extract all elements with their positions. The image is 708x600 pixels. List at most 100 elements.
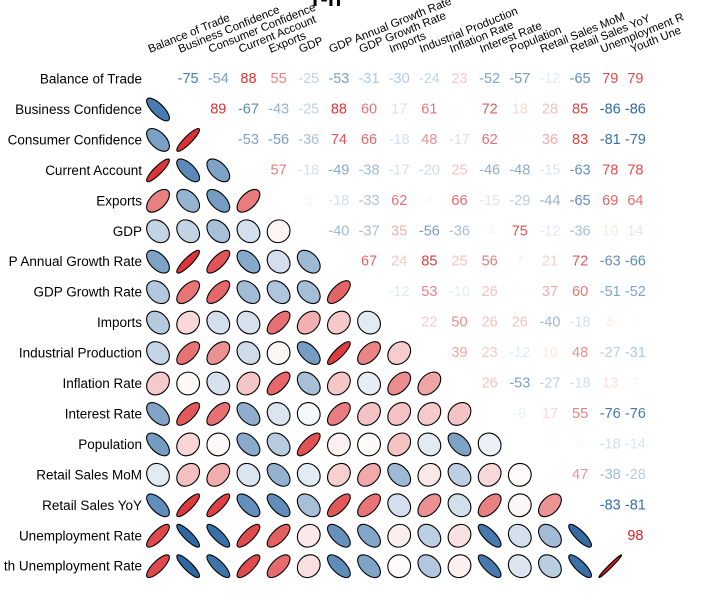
correlation-value: 66 (361, 132, 377, 148)
correlation-ellipse (236, 249, 261, 274)
correlation-value: 55 (572, 406, 588, 422)
correlation-value: 79 (602, 71, 618, 87)
correlation-value: -10 (449, 284, 470, 300)
correlation-ellipse (266, 371, 291, 396)
correlation-ellipse (176, 158, 201, 183)
correlation-value: 14 (627, 223, 643, 239)
correlation-value: 62 (482, 132, 498, 148)
correlation-ellipse (296, 462, 321, 487)
correlation-value: -28 (625, 467, 646, 483)
correlation-ellipse (206, 158, 231, 183)
correlation-ellipse (176, 188, 201, 213)
correlation-ellipse (387, 341, 412, 365)
row-label: Interest Rate (65, 406, 142, 421)
correlation-value: 85 (572, 101, 588, 117)
correlation-ellipse (477, 523, 502, 548)
correlation-ellipse (206, 402, 231, 426)
correlation-value: -67 (238, 101, 259, 117)
correlation-value: 56 (482, 254, 498, 270)
correlation-ellipse (236, 188, 261, 213)
correlation-value: -52 (625, 284, 646, 300)
correlation-ellipse (176, 523, 201, 548)
chart-title-fragment: r-n (312, 0, 341, 11)
correlation-ellipse (507, 554, 532, 579)
correlation-value: 62 (391, 193, 407, 209)
correlation-ellipse (206, 341, 231, 365)
correlation-value: -27 (539, 376, 560, 392)
correlation-ellipse (326, 523, 351, 548)
correlation-value: -79 (625, 132, 646, 148)
correlation-value: -56 (268, 132, 289, 148)
correlation-ellipse (447, 432, 472, 457)
correlation-value: 67 (361, 254, 377, 270)
correlation-value: 37 (542, 284, 558, 300)
correlation-value: -15 (479, 193, 500, 209)
correlation-value: 60 (361, 101, 377, 117)
correlation-ellipse (326, 280, 351, 305)
correlation-value: -56 (419, 223, 440, 239)
correlation-ellipse (206, 280, 231, 305)
correlation-ellipse (266, 462, 291, 487)
correlation-value: -53 (328, 71, 349, 87)
correlation-ellipse (296, 280, 321, 305)
correlation-value: -83 (600, 497, 621, 513)
correlation-value: -53 (509, 376, 530, 392)
row-label: Unemployment Rate (19, 528, 142, 543)
correlation-value: -18 (328, 193, 349, 209)
correlation-ellipse (236, 493, 261, 518)
correlation-value: 53 (421, 284, 437, 300)
correlation-value: 61 (421, 101, 437, 117)
correlation-ellipse (146, 310, 170, 335)
correlation-ellipse (176, 462, 201, 487)
correlation-ellipse (176, 371, 201, 396)
correlation-ellipse (357, 341, 381, 365)
correlation-value: 26 (482, 315, 498, 331)
correlation-ellipse (417, 402, 442, 426)
correlation-value: -12 (539, 223, 560, 239)
correlation-ellipse (146, 371, 170, 396)
correlation-ellipse (417, 462, 442, 487)
correlation-ellipse (598, 554, 623, 579)
correlation-ellipse (176, 310, 201, 335)
correlation-ellipse (266, 554, 291, 579)
correlation-value: 22 (421, 315, 437, 331)
correlation-ellipse (176, 432, 201, 457)
row-label: Retail Sales YoY (42, 498, 142, 513)
correlation-value: -86 (625, 101, 646, 117)
correlation-value: -17 (389, 162, 410, 178)
correlation-ellipse (296, 402, 321, 426)
correlation-ellipse (176, 341, 201, 365)
correlation-value: -31 (625, 345, 646, 361)
correlation-ellipse (146, 341, 170, 365)
correlation-value: -18 (570, 376, 591, 392)
correlation-value: -49 (328, 162, 349, 178)
correlation-value: -76 (625, 406, 646, 422)
correlation-value: -86 (600, 101, 621, 117)
correlation-ellipse (387, 493, 412, 518)
correlation-ellipse (266, 402, 291, 426)
correlation-value: 88 (331, 101, 347, 117)
correlation-value: -25 (298, 71, 319, 87)
correlation-value: 72 (572, 254, 588, 270)
row-label: Imports (97, 315, 142, 330)
correlation-ellipse (266, 493, 291, 518)
correlation-ellipse (326, 462, 351, 487)
correlation-value: 89 (210, 101, 226, 117)
correlation-ellipse (477, 493, 502, 518)
correlation-ellipse (236, 432, 261, 457)
correlation-ellipse (417, 432, 442, 457)
correlation-ellipse (236, 402, 261, 426)
correlation-value: -27 (600, 345, 621, 361)
correlation-ellipse (146, 554, 170, 579)
correlation-value: 2 (516, 284, 524, 300)
correlation-value: 98 (627, 528, 643, 544)
correlation-value: -12 (509, 345, 530, 361)
correlation-value: -40 (539, 315, 560, 331)
correlation-value: 2 (631, 315, 639, 331)
correlation-ellipse (326, 432, 351, 457)
correlation-value: -43 (268, 101, 289, 117)
correlation-value: 7 (631, 376, 639, 392)
correlation-value: 28 (542, 101, 558, 117)
correlation-value: 48 (572, 345, 588, 361)
